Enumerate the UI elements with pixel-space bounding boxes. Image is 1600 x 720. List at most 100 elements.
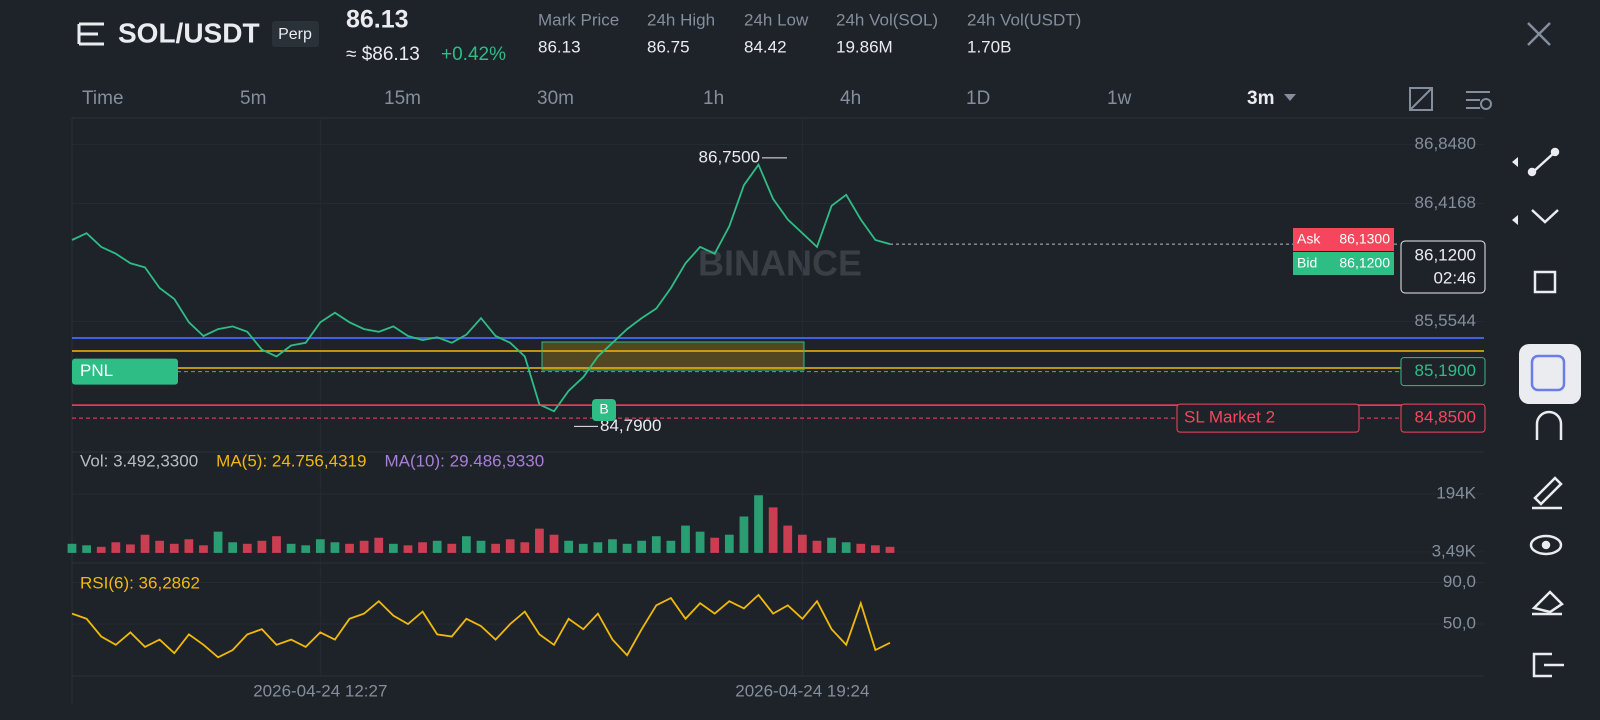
y-tick-label: 50,0 (1443, 614, 1476, 633)
timeframe-tab[interactable]: 1w (1107, 88, 1132, 109)
sl-box (1176, 403, 1360, 433)
volume-bar (359, 540, 369, 553)
volume-bar (871, 545, 880, 553)
sl-label: SL Market 2 (1184, 408, 1275, 427)
stat-label: 24h Vol(USDT) (967, 10, 1081, 29)
volume-bar (140, 534, 150, 553)
volume-bar (155, 540, 165, 553)
buy-marker (592, 399, 616, 421)
volume-bar (432, 540, 442, 553)
bid-price: 86,1200 (1339, 255, 1390, 271)
last-price-label: 86,1200 (1415, 245, 1476, 264)
x-tick-label: 2026-04-24 12:27 (253, 681, 387, 700)
stat-value: 86.13 (538, 37, 581, 56)
volume-bar (651, 536, 661, 553)
rsi-line (71, 593, 891, 659)
x-tick-label: 2026-04-24 19:24 (735, 681, 869, 700)
volume-bar (768, 507, 778, 553)
volume-bar (797, 534, 807, 553)
timeframe-tab[interactable]: 1h (703, 88, 724, 109)
stat-value: 19.86M (836, 37, 893, 56)
stat-value: 1.70B (967, 37, 1011, 56)
stat-value: 84.42 (744, 37, 787, 56)
position-price: 85,1900 (1415, 361, 1476, 380)
volume-bar (82, 545, 91, 553)
volume-bar (856, 543, 866, 553)
symbol[interactable]: SOL/USDT (118, 17, 260, 48)
volume-bar (812, 540, 822, 553)
high-label: 86,7500 (699, 147, 760, 166)
volume-bar (710, 537, 720, 553)
timeframe-tab[interactable]: Time (82, 88, 124, 109)
ask-name: Ask (1297, 231, 1321, 247)
volume-bar (169, 543, 179, 553)
dropdown-arrow (1284, 94, 1296, 101)
pnl-label: PNL (80, 361, 113, 380)
close-icon[interactable] (1527, 22, 1551, 46)
ask-box (1293, 228, 1394, 251)
low-label: 84,7900 (600, 416, 661, 435)
y-tick-label: 3,49K (1432, 541, 1477, 560)
volume-bar (388, 543, 398, 553)
volume-bar (315, 539, 325, 553)
volume-bar (578, 543, 588, 553)
ask-price: 86,1300 (1339, 231, 1390, 247)
badge: Perp (278, 26, 312, 43)
chart-tools[interactable] (1409, 87, 1492, 111)
indicator-label: Vol: 3.492,3300 (80, 451, 198, 470)
badge-bg (272, 21, 319, 47)
volume-bar (96, 546, 106, 553)
timeframe-tab[interactable]: 30m (537, 88, 574, 109)
sl-price-box (1400, 403, 1486, 433)
volume-bar (783, 525, 793, 553)
stat-value: 86.75 (647, 37, 690, 56)
volume-bar (374, 537, 384, 553)
countdown: 02:46 (1433, 268, 1476, 287)
y-tick-label: 90,0 (1443, 572, 1476, 591)
menu-icon[interactable] (77, 22, 104, 46)
volume-bar (491, 543, 500, 553)
volume-bar (841, 542, 851, 553)
volume-bar (447, 543, 457, 553)
rsi-label: RSI(6): 36,2862 (80, 573, 200, 592)
volume-bar (213, 531, 223, 553)
bid-box (1293, 252, 1394, 275)
volume-bar (403, 545, 413, 553)
change: +0.42% (441, 44, 506, 65)
timeframe-tab[interactable]: 5m (240, 88, 266, 109)
position-price-box (1400, 357, 1486, 387)
stat-label: Mark Price (538, 10, 619, 29)
sl-price: 84,8500 (1415, 408, 1476, 427)
price-line (71, 162, 891, 413)
volume-bar (622, 543, 632, 553)
volume-bar (476, 540, 486, 553)
volume-bar (666, 540, 676, 553)
volume-bar (199, 545, 208, 553)
timeframe-tab[interactable]: 1D (966, 88, 990, 109)
volume-bar (184, 539, 194, 553)
volume-bar (272, 536, 281, 553)
pnl-box (72, 358, 178, 385)
last-price: 86.13 (346, 6, 409, 34)
approx-price: ≈ $86.13 (346, 44, 420, 65)
volume-bar (695, 531, 705, 553)
timeframe-tab[interactable]: 3m (1247, 88, 1274, 109)
volume-bar (593, 542, 603, 553)
y-tick-label: 194K (1436, 484, 1476, 503)
last-price-box (1400, 240, 1486, 294)
timeframe-tab[interactable]: 15m (384, 88, 421, 109)
y-tick-label: 86,4168 (1415, 193, 1476, 212)
volume-bar (549, 534, 559, 553)
y-tick-label: 86,8480 (1415, 134, 1476, 153)
bid-name: Bid (1297, 255, 1317, 271)
watermark: BINANCE (698, 243, 862, 284)
buy-marker-label: B (599, 401, 608, 417)
side-toolbar[interactable] (1519, 147, 1581, 678)
stat-label: 24h Vol(SOL) (836, 10, 938, 29)
volume-bar (724, 534, 734, 553)
volume-bar (885, 546, 895, 553)
stat-label: 24h Low (744, 10, 809, 29)
timeframe-tab[interactable]: 4h (840, 88, 861, 109)
